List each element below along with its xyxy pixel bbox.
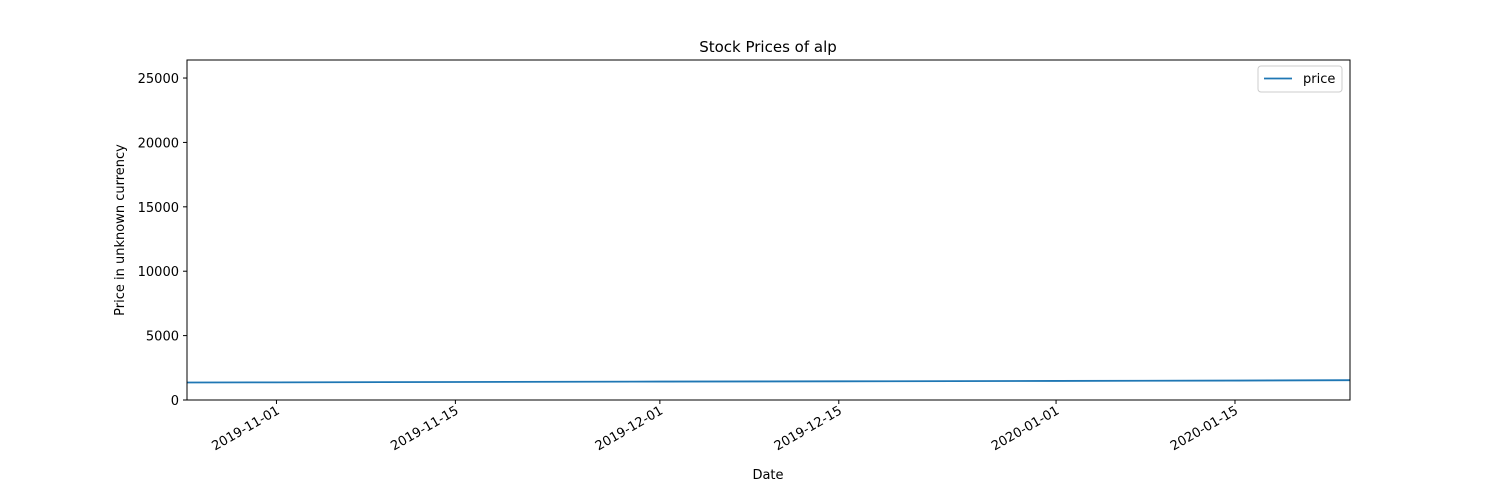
plot-area: 0 5000 10000 15000 20000 25000 2019-11-01 2019-…: [138, 59, 1351, 454]
x-tick-label: 2020-01-15: [1168, 403, 1241, 454]
y-tick-label: 20000: [138, 136, 179, 151]
x-tick-label: 2020-01-01: [989, 403, 1062, 454]
legend: price: [1257, 65, 1343, 93]
chart-title: Stock Prices of alp: [699, 38, 837, 56]
x-tick-label: 2019-12-15: [772, 403, 845, 454]
axes-frame: [186, 59, 1351, 401]
x-axis-label: Date: [752, 468, 783, 483]
y-tick-label: 5000: [146, 330, 179, 345]
y-tick-label: 25000: [138, 72, 179, 87]
y-axis-label: Price in unknown currency: [113, 144, 128, 316]
y-tick-label: 10000: [138, 265, 179, 280]
legend-label-price: price: [1303, 72, 1335, 87]
x-tick-label: 2019-12-01: [593, 403, 666, 454]
y-tick-label: 0: [171, 394, 179, 409]
x-tick-label: 2019-11-01: [210, 403, 283, 454]
y-tick-label: 15000: [138, 201, 179, 216]
series-line-price: [186, 379, 1351, 384]
x-tick-label: 2019-11-15: [388, 403, 461, 454]
legend-box: [1257, 65, 1343, 93]
